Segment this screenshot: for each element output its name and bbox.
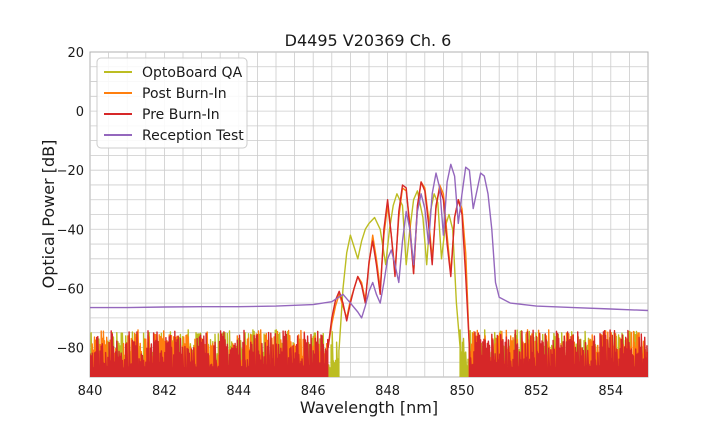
- x-tick-label: 844: [226, 384, 251, 399]
- y-axis: −80 −60 −40 −20 0 20: [57, 46, 84, 356]
- x-tick-label: 842: [152, 384, 177, 399]
- series-line-reception-test: [90, 163, 648, 319]
- y-tick-label: −40: [57, 223, 84, 238]
- legend-label: OptoBoard QA: [142, 65, 243, 81]
- legend-label: Reception Test: [142, 128, 244, 144]
- chart-title: D4495 V20369 Ch. 6: [285, 31, 452, 50]
- series-layer: [90, 163, 648, 377]
- y-tick-label: 20: [67, 46, 84, 61]
- legend-label: Post Burn-In: [142, 86, 227, 102]
- y-axis-title: Optical Power [dB]: [39, 140, 58, 289]
- y-tick-label: −80: [57, 341, 84, 356]
- series-line-pre-burn-in: [90, 181, 648, 377]
- y-tick-label: 0: [76, 105, 84, 120]
- x-axis: 840 842 844 846 848 850 852 854: [78, 384, 624, 399]
- x-tick-label: 846: [301, 384, 326, 399]
- legend: OptoBoard QA Post Burn-In Pre Burn-In Recep…: [96, 57, 248, 149]
- y-tick-label: −20: [57, 164, 84, 179]
- y-tick-label: −60: [57, 282, 84, 297]
- legend-label: Pre Burn-In: [142, 107, 220, 123]
- x-axis-title: Wavelength [nm]: [300, 398, 438, 417]
- series-line-optoboard-qa: [90, 190, 648, 377]
- legend-box: [96, 57, 248, 149]
- x-tick-label: 840: [78, 384, 103, 399]
- x-tick-label: 850: [450, 384, 475, 399]
- x-tick-label: 854: [598, 384, 623, 399]
- x-tick-label: 848: [375, 384, 400, 399]
- x-tick-label: 852: [524, 384, 549, 399]
